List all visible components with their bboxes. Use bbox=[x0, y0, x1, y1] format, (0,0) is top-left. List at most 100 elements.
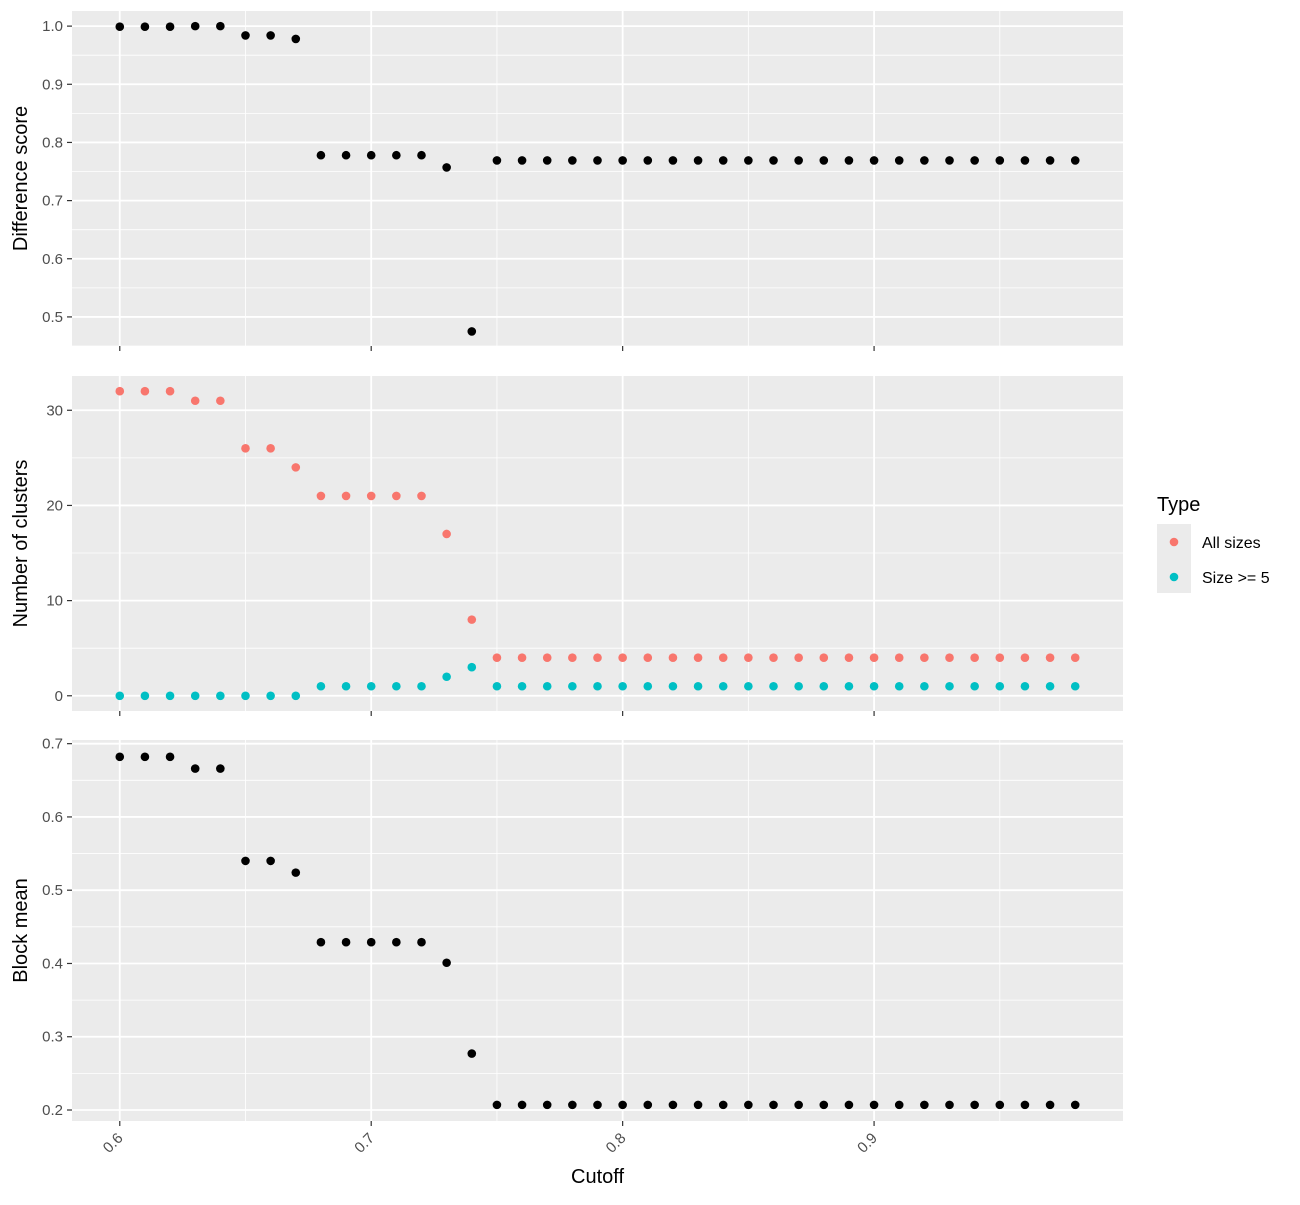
data-point bbox=[190, 764, 200, 773]
data-point bbox=[668, 653, 678, 663]
data-point bbox=[643, 1100, 653, 1110]
data-point bbox=[266, 444, 275, 453]
data-point bbox=[492, 681, 502, 691]
data-point bbox=[392, 681, 401, 691]
y-tick-label: 0.7 bbox=[42, 193, 63, 210]
data-point bbox=[643, 156, 653, 165]
data-point bbox=[769, 1100, 778, 1110]
data-point bbox=[744, 681, 753, 691]
data-point bbox=[869, 156, 879, 165]
y-tick-label: 0.7 bbox=[42, 736, 63, 753]
y-tick-label: 0 bbox=[55, 688, 63, 705]
data-point bbox=[819, 156, 829, 165]
data-point bbox=[920, 156, 929, 165]
data-point bbox=[291, 868, 301, 877]
data-point bbox=[517, 653, 527, 663]
data-point bbox=[970, 653, 979, 663]
data-point bbox=[442, 958, 451, 968]
data-point bbox=[241, 31, 250, 40]
data-point bbox=[618, 156, 627, 165]
data-point bbox=[869, 681, 879, 691]
data-point bbox=[945, 681, 954, 691]
y-tick-label: 0.4 bbox=[42, 955, 63, 972]
data-point bbox=[1045, 1100, 1055, 1110]
data-point bbox=[216, 691, 225, 701]
data-point bbox=[165, 691, 175, 701]
data-point bbox=[769, 653, 778, 663]
x-tick-label: 0.9 bbox=[854, 1130, 881, 1157]
data-point bbox=[392, 150, 401, 160]
data-point bbox=[844, 1100, 854, 1110]
data-point bbox=[593, 1100, 602, 1110]
data-point bbox=[844, 653, 854, 663]
data-point bbox=[115, 386, 125, 396]
data-point bbox=[140, 752, 150, 762]
data-point bbox=[894, 156, 904, 165]
data-point bbox=[165, 752, 175, 762]
x-tick-label: 0.6 bbox=[100, 1130, 127, 1157]
x-tick-label: 0.7 bbox=[351, 1130, 378, 1157]
data-point bbox=[995, 156, 1005, 165]
data-point bbox=[266, 31, 275, 40]
data-point bbox=[668, 156, 678, 165]
data-point bbox=[718, 681, 728, 691]
data-point bbox=[417, 681, 426, 691]
y-tick-label: 0.6 bbox=[42, 809, 63, 826]
data-point bbox=[366, 937, 376, 947]
data-point bbox=[718, 653, 728, 663]
data-point bbox=[190, 396, 200, 406]
data-point bbox=[417, 937, 426, 947]
legend-key-background bbox=[1157, 524, 1191, 593]
data-point bbox=[165, 386, 175, 396]
data-point bbox=[241, 444, 250, 453]
data-point bbox=[492, 156, 502, 165]
data-point bbox=[718, 156, 728, 165]
panel-2: 0 10 20 30 Number of clusters bbox=[10, 376, 1123, 716]
data-point bbox=[1045, 681, 1055, 691]
data-point bbox=[190, 691, 200, 701]
data-point bbox=[316, 937, 326, 947]
data-point bbox=[517, 156, 527, 165]
data-point bbox=[693, 653, 703, 663]
data-point bbox=[894, 653, 904, 663]
panel-1: 0.5 0.6 0.7 0.8 0.9 1.0 Difference score bbox=[10, 11, 1123, 351]
y-tick-label: 20 bbox=[46, 497, 63, 514]
data-point bbox=[618, 653, 627, 663]
data-point bbox=[115, 691, 125, 701]
data-point bbox=[366, 681, 376, 691]
data-point bbox=[542, 1100, 552, 1110]
data-point bbox=[920, 1100, 929, 1110]
data-point bbox=[442, 672, 451, 682]
data-point bbox=[467, 615, 477, 624]
data-point bbox=[819, 653, 829, 663]
data-point bbox=[1070, 156, 1080, 165]
data-point bbox=[115, 22, 125, 32]
data-point bbox=[140, 22, 150, 32]
data-point bbox=[341, 150, 351, 160]
data-point bbox=[593, 156, 602, 165]
data-point bbox=[492, 1100, 502, 1110]
data-point bbox=[869, 653, 879, 663]
data-point bbox=[517, 1100, 527, 1110]
data-point bbox=[568, 1100, 577, 1110]
data-point bbox=[467, 662, 477, 672]
data-point bbox=[341, 681, 351, 691]
data-point bbox=[593, 681, 602, 691]
data-point bbox=[1020, 653, 1030, 663]
data-point bbox=[442, 163, 451, 172]
y-tick-label: 0.3 bbox=[42, 1029, 63, 1046]
data-point bbox=[467, 1049, 477, 1058]
data-point bbox=[920, 681, 929, 691]
data-point bbox=[744, 1100, 753, 1110]
data-point bbox=[316, 150, 326, 160]
y-tick-label: 1.0 bbox=[42, 18, 63, 35]
data-point bbox=[593, 653, 602, 663]
data-point bbox=[341, 937, 351, 947]
data-point bbox=[266, 856, 275, 866]
y-tick-label: 10 bbox=[46, 593, 63, 610]
y-tick-label: 0.6 bbox=[42, 251, 63, 268]
legend-key-point bbox=[1169, 537, 1179, 547]
data-point bbox=[693, 681, 703, 691]
